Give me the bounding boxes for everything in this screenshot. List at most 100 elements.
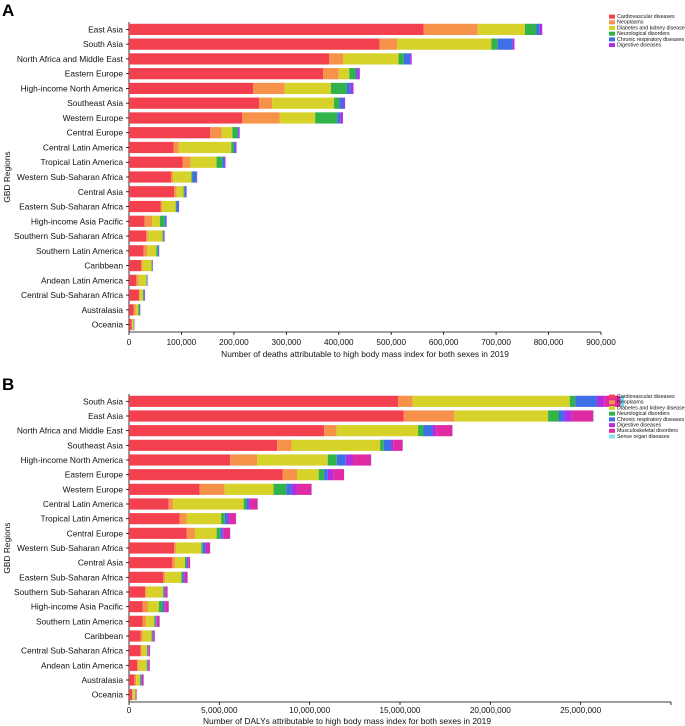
bar-segment (129, 53, 330, 65)
bar-segment (146, 274, 147, 286)
bar-segment (146, 615, 155, 627)
bar-segment (156, 245, 158, 257)
category-label: Tropical Latin America (40, 514, 123, 524)
category-label: North Africa and Middle East (17, 54, 124, 64)
bar-segment (152, 215, 160, 227)
legend-label: Cardiovascular diseases (617, 394, 675, 400)
bar-segment (129, 289, 139, 301)
bar-segment (141, 259, 143, 272)
bar-segment (183, 186, 185, 198)
legend-swatch (609, 43, 615, 48)
category-label: Eastern Sub-Saharan Africa (19, 202, 123, 212)
bar-segment (136, 274, 139, 286)
bar-segment (227, 513, 230, 525)
bar-segment (412, 395, 570, 407)
legend-label: Neoplasms (617, 20, 644, 26)
category-label: Western Europe (63, 113, 124, 123)
x-tick-label: 300,000 (272, 338, 302, 347)
legend-swatch (609, 26, 615, 30)
bar-segment (181, 571, 183, 583)
bar-segment (129, 259, 142, 272)
x-tick-label: 400,000 (324, 338, 354, 347)
bar-segment (129, 571, 164, 583)
bar-segment (380, 439, 384, 451)
legend-swatch (609, 400, 615, 405)
bar-segment (330, 82, 347, 95)
bar-segment (131, 319, 133, 331)
bar-segment (403, 53, 411, 65)
category-label: Oceania (92, 690, 124, 700)
bar-segment (196, 171, 198, 183)
bar-segment (141, 674, 144, 686)
bar-segment (327, 469, 334, 481)
bar-segment (162, 601, 165, 613)
panel-b: B 0 5,000,000 10,000,000 15,000,000 20,000,00… (2, 375, 685, 726)
bar-segment (129, 245, 144, 257)
bar-segment (129, 395, 399, 407)
bar-segment (497, 38, 513, 50)
bar-segment (423, 425, 433, 437)
bar-segment (318, 469, 325, 481)
bar-segment (539, 23, 543, 35)
bar-segment (153, 630, 155, 642)
x-tick-label: 25,000,000 (560, 706, 601, 715)
bar-segment (192, 171, 197, 183)
bar-segment (184, 186, 187, 198)
bar-segment (134, 674, 137, 686)
bar-segment (176, 200, 179, 213)
bar-segment (183, 571, 185, 583)
bar-segment (593, 410, 594, 422)
bar-segment (250, 498, 258, 510)
bar-segment (238, 127, 240, 139)
bar-segment (178, 200, 180, 213)
bar-segment (129, 425, 325, 437)
category-label: Central Latin America (43, 142, 123, 152)
legend-label: Diabetes and kidney diseases (617, 405, 685, 411)
category-label: South Asia (83, 39, 123, 49)
bar-segment (175, 557, 186, 569)
bar-segment (141, 645, 148, 657)
bar-segment (129, 230, 147, 242)
x-tick-label: 0 (127, 338, 132, 347)
bar-segment (571, 410, 594, 422)
bar-segment (242, 112, 280, 124)
legend-swatch (609, 20, 615, 25)
bar-segment (129, 97, 260, 109)
bar-segment (477, 23, 525, 35)
legend-swatch (609, 394, 615, 399)
bar-segment (175, 200, 177, 213)
bar-segment (129, 689, 133, 701)
bar-segment (575, 395, 597, 407)
bar-segment (136, 674, 140, 686)
x-tick-label: 10,000,000 (289, 706, 330, 715)
bar-segment (210, 127, 222, 139)
bar-segment (140, 630, 143, 642)
bar-segment (393, 439, 403, 451)
bar-segment (315, 112, 338, 124)
legend-label: Neurological disorders (617, 411, 670, 417)
bar-segment (143, 245, 148, 257)
bar-segment (129, 304, 134, 316)
bar-segment (129, 274, 137, 286)
x-tick-label: 700,000 (481, 338, 511, 347)
bar-segment (186, 557, 188, 569)
bar-segment (355, 68, 358, 80)
bar-segment (338, 68, 350, 80)
bar-segment (346, 82, 351, 95)
bar-segment (336, 425, 419, 437)
bar-segment (129, 586, 146, 598)
bar-segment (129, 557, 173, 569)
bar-segment (146, 659, 148, 671)
x-axis-title: Number of DALYs attributable to high bod… (203, 716, 491, 726)
bar-segment (152, 259, 153, 272)
bar-segment (512, 38, 515, 50)
bar-segment (129, 112, 243, 124)
bar-segment (138, 289, 140, 301)
bar-segment (142, 259, 152, 272)
bar-segment (172, 557, 176, 569)
bar-segment (129, 630, 141, 642)
bar-segment (159, 215, 165, 227)
bar-segment (221, 513, 225, 525)
bar-segment (524, 23, 537, 35)
bar-segment (324, 425, 337, 437)
